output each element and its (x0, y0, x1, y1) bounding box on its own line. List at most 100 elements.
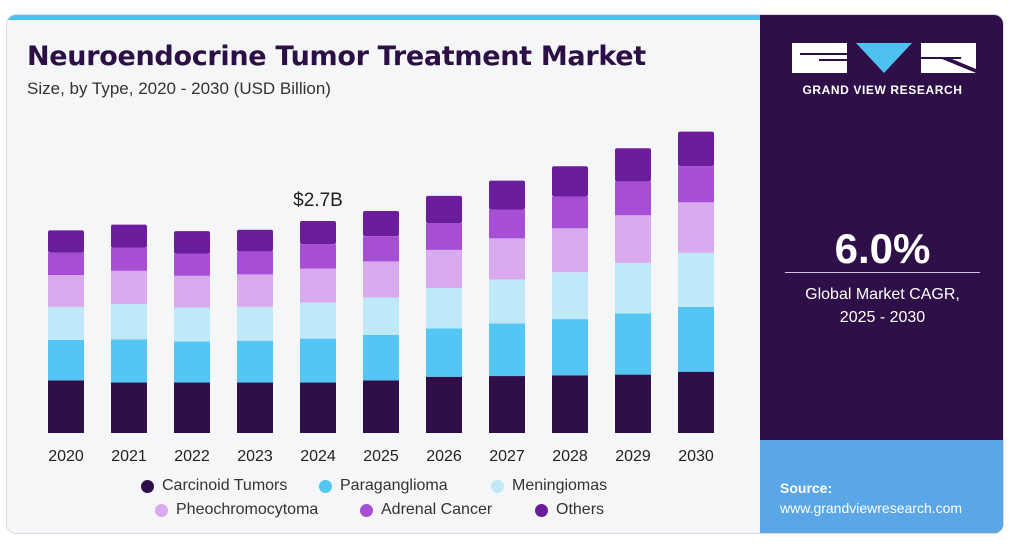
bar-segment-2024-adrenal-cancer (300, 244, 336, 269)
bar-segment-2021-adrenal-cancer (111, 247, 147, 271)
bar-segment-2026-adrenal-cancer (426, 223, 462, 250)
grand-view-research-logo (792, 43, 976, 73)
legend-swatch (360, 503, 373, 517)
x-tick-label: 2026 (426, 448, 462, 465)
brand-name: GRAND VIEW RESEARCH (802, 83, 963, 97)
bar-segment-2023-pheochromocytoma (237, 274, 273, 307)
x-tick-label: 2030 (678, 448, 714, 465)
bar-segment-2023-meningiomas (237, 306, 273, 341)
bar-segment-2027-others (489, 180, 525, 210)
bar-segment-2021-meningiomas (111, 303, 147, 340)
divider (785, 272, 980, 273)
legend-swatch (319, 479, 332, 493)
bar-segment-2024-meningiomas (300, 302, 336, 339)
x-tick-label: 2027 (489, 448, 525, 465)
legend-swatch (141, 479, 154, 493)
bar-segment-2027-carcinoid-tumors (489, 376, 525, 433)
legend-item: Paraganglioma (319, 477, 448, 495)
legend-swatch (535, 503, 548, 517)
bar-segment-2020-pheochromocytoma (48, 275, 84, 307)
cagr-label: Global Market CAGR, 2025 - 2030 (760, 283, 1003, 329)
bar-segment-2021-carcinoid-tumors (111, 382, 147, 433)
bar-segment-2029-others (615, 148, 651, 182)
accent-bar (7, 15, 760, 20)
bar-segment-2020-others (48, 230, 84, 253)
bar-segment-2030-adrenal-cancer (678, 166, 714, 203)
bar-segment-2020-adrenal-cancer (48, 252, 84, 276)
legend-item: Pheochromocytoma (155, 501, 318, 519)
bar-segment-2028-carcinoid-tumors (552, 375, 588, 433)
chart-subtitle: Size, by Type, 2020 - 2030 (USD Billion) (27, 79, 331, 98)
bar-segment-2026-carcinoid-tumors (426, 376, 462, 433)
legend-label: Meningiomas (512, 477, 608, 494)
cagr-value: 6.0% (834, 225, 931, 272)
legend-item: Others (535, 501, 604, 519)
legend-item: Carcinoid Tumors (141, 477, 287, 495)
bar-segment-2029-carcinoid-tumors (615, 374, 651, 433)
bar-segment-2022-others (174, 231, 210, 254)
bar-segment-2020-meningiomas (48, 306, 84, 340)
legend-swatch (155, 503, 168, 517)
bar-segment-2029-paraganglioma (615, 313, 651, 375)
legend-item: Adrenal Cancer (360, 501, 492, 519)
bar-segment-2029-pheochromocytoma (615, 215, 651, 263)
bar-segment-2030-pheochromocytoma (678, 202, 714, 253)
source-url[interactable]: www.grandviewresearch.com (780, 500, 963, 516)
bar-segment-2024-carcinoid-tumors (300, 382, 336, 433)
bar-segment-2023-adrenal-cancer (237, 251, 273, 275)
bar-segment-2024-others (300, 221, 336, 245)
bar-segment-2030-carcinoid-tumors (678, 371, 714, 433)
bar-segment-2022-paraganglioma (174, 341, 210, 383)
x-tick-label: 2028 (552, 448, 588, 465)
bar-segment-2028-others (552, 166, 588, 197)
bar-segment-2029-meningiomas (615, 262, 651, 314)
bar-segment-2029-adrenal-cancer (615, 181, 651, 216)
cagr-label-line2: 2025 - 2030 (839, 309, 926, 326)
bar-segment-2024-pheochromocytoma (300, 268, 336, 303)
x-tick-label: 2020 (48, 448, 84, 465)
bar-segment-2027-meningiomas (489, 279, 525, 324)
bar-segment-2020-paraganglioma (48, 340, 84, 381)
chart-panel: Neuroendocrine Tumor Treatment Market Si… (7, 15, 760, 533)
chart-title: Neuroendocrine Tumor Treatment Market (27, 41, 646, 72)
bar-segment-2028-paraganglioma (552, 319, 588, 376)
bar-segment-2028-meningiomas (552, 272, 588, 320)
bar-segment-2024-paraganglioma (300, 338, 336, 383)
info-panel: GRAND VIEW RESEARCH 6.0% Global Market C… (760, 15, 1003, 533)
x-tick-label: 2025 (363, 448, 399, 465)
chart-card: Neuroendocrine Tumor Treatment Market Si… (6, 14, 1004, 534)
bar-segment-2021-pheochromocytoma (111, 270, 147, 304)
bar-segment-2027-adrenal-cancer (489, 209, 525, 239)
bar-segment-2021-others (111, 224, 147, 248)
bar-segment-2025-pheochromocytoma (363, 261, 399, 298)
bar-segment-2028-adrenal-cancer (552, 196, 588, 229)
bar-segment-2023-paraganglioma (237, 340, 273, 383)
legend-label: Others (556, 501, 605, 518)
legend-item: Meningiomas (491, 477, 607, 495)
bar-segment-2026-paraganglioma (426, 328, 462, 377)
bar-segment-2022-adrenal-cancer (174, 253, 210, 276)
x-tick-label: 2029 (615, 448, 651, 465)
bar-segment-2025-meningiomas (363, 297, 399, 335)
source-label: Source: (780, 480, 833, 496)
bar-segment-2026-pheochromocytoma (426, 249, 462, 289)
bar-segment-2020-carcinoid-tumors (48, 380, 84, 433)
bar-segment-2025-carcinoid-tumors (363, 380, 399, 433)
bar-segment-2030-others (678, 131, 714, 167)
bar-segment-2030-meningiomas (678, 252, 714, 307)
legend-label: Adrenal Cancer (381, 501, 493, 518)
legend-label: Paraganglioma (340, 477, 448, 494)
bar-segment-2021-paraganglioma (111, 339, 147, 383)
stacked-bar-chart: 2020 2021 2022 2023 2024 $2.7B 2025 2026 2027 202… (48, 131, 714, 465)
legend-label: Pheochromocytoma (176, 501, 319, 518)
bar-segment-2023-carcinoid-tumors (237, 382, 273, 433)
x-tick-label: 2023 (237, 448, 273, 465)
bar-segment-2022-pheochromocytoma (174, 275, 210, 308)
bar-segment-2027-paraganglioma (489, 323, 525, 377)
bar-segment-2025-adrenal-cancer (363, 236, 399, 262)
bar-segment-2025-others (363, 210, 399, 237)
bar-segment-2025-paraganglioma (363, 334, 399, 381)
source-box: Source: www.grandviewresearch.com (760, 440, 1003, 533)
bar-segment-2028-pheochromocytoma (552, 228, 588, 273)
bar-segment-2026-others (426, 195, 462, 224)
